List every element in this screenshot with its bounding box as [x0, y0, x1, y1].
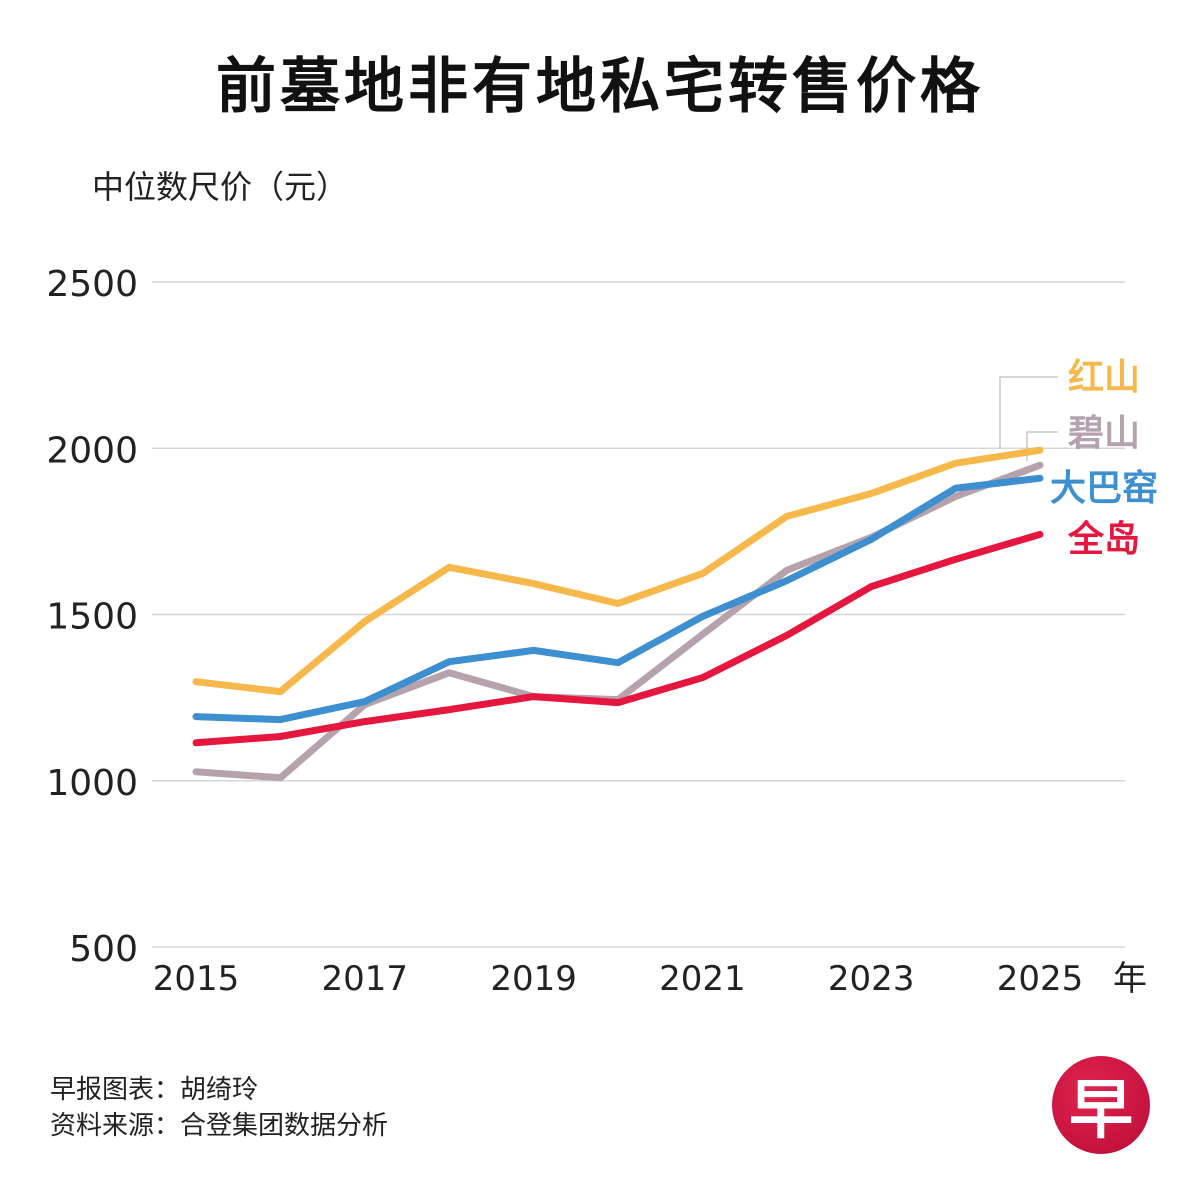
x-axis-label: 年: [1113, 959, 1147, 999]
x-tick-label: 2023: [828, 959, 915, 999]
chart-title: 前墓地非有地私宅转售价格: [216, 52, 984, 122]
series-label: 碧山: [1068, 413, 1140, 454]
y-axis-ticks: 500 1000 1500 2000 2500: [46, 264, 138, 970]
footer-source: 资料来源：合登集团数据分析: [50, 1111, 389, 1141]
grid-lines: [152, 281, 1125, 948]
x-tick-label: 2015: [153, 959, 240, 999]
series-line-1: [192, 446, 1044, 696]
series-label: 全岛: [1067, 518, 1140, 560]
y-tick-label: 2000: [46, 430, 138, 471]
series-lines: [192, 446, 1044, 782]
series-line-3: [192, 474, 1044, 724]
x-axis-ticks: 2015 2017 2019 2021 2023 2025 年: [153, 959, 1147, 999]
leader-line-bishan: [1026, 431, 1058, 462]
series-line-4: [192, 530, 1044, 747]
footer-credit: 早报图表：胡绮玲: [50, 1075, 259, 1105]
line-chart: 500 1000 1500 2000 2500 2015 2017 2019 2021 2023…: [46, 264, 1158, 999]
y-axis-unit-label: 中位数尺价（元）: [92, 168, 349, 206]
logo-glyph: 早: [1069, 1073, 1133, 1148]
series-label: 红山: [1068, 357, 1140, 398]
y-tick-label: 1000: [46, 763, 138, 804]
x-tick-label: 2019: [490, 959, 577, 999]
leader-line-hongshan: [999, 376, 1058, 449]
zaobao-logo: 早: [1052, 1056, 1150, 1154]
y-tick-label: 2500: [46, 264, 138, 305]
y-tick-label: 1500: [46, 597, 138, 638]
footer: 早报图表：胡绮玲 资料来源：合登集团数据分析: [50, 1072, 388, 1144]
x-tick-label: 2025: [997, 959, 1084, 999]
series-label: 大巴窑: [1050, 468, 1158, 509]
x-tick-label: 2017: [322, 959, 409, 999]
x-tick-label: 2021: [659, 959, 746, 999]
y-tick-label: 500: [69, 929, 138, 970]
